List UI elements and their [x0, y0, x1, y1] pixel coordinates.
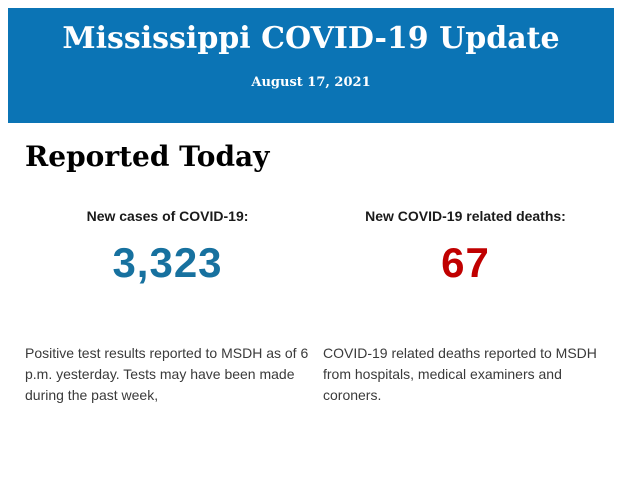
new-cases-label: New cases of COVID-19: — [86, 208, 249, 224]
report-date: August 17, 2021 — [251, 75, 371, 90]
new-cases-value: 3,323 — [112, 239, 223, 286]
stats-row: New cases of COVID-19: 3,323 Positive te… — [25, 208, 608, 406]
new-cases-description: Positive test results reported to MSDH a… — [25, 345, 309, 403]
page-title: Mississippi COVID-19 Update — [62, 21, 560, 56]
section-title: Reported Today — [25, 140, 270, 173]
new-deaths-description: COVID-19 related deaths reported to MSDH… — [323, 345, 597, 403]
stat-new-deaths: New COVID-19 related deaths: 67 COVID-19… — [323, 208, 608, 406]
stat-new-cases: New cases of COVID-19: 3,323 Positive te… — [25, 208, 310, 406]
header-banner: Mississippi COVID-19 Update August 17, 2… — [8, 8, 614, 123]
new-deaths-value: 67 — [441, 239, 490, 286]
new-deaths-label: New COVID-19 related deaths: — [365, 208, 566, 224]
